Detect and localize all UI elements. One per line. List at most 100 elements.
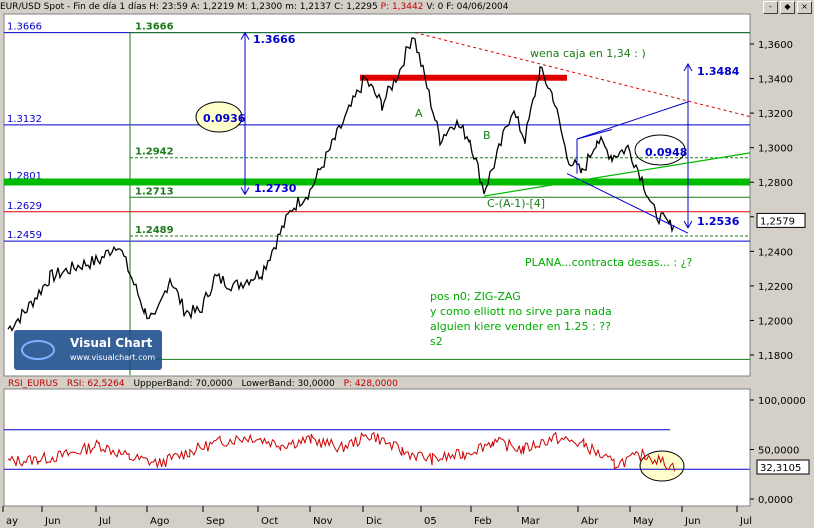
time-tick-label: Jul	[739, 516, 752, 527]
header-hour: H: 23:59	[149, 2, 188, 12]
time-axis: ay Jun Jul Ago Sep Oct Nov Dic 05 Feb Mar Abr May Jun…	[2, 506, 752, 527]
watermark-brand: Visual Chart	[70, 336, 153, 350]
price-tick-label: 1,3600	[758, 40, 793, 51]
time-tick-label: Dic	[366, 516, 382, 527]
price-tick-label: 1,3000	[758, 144, 793, 155]
chart-header: EUR/USD Spot - Fin de día 1 días H: 23:5…	[0, 2, 509, 12]
rsi-p: P: 428,0000	[344, 379, 399, 389]
rsi-tick-label: 100,0000	[758, 396, 806, 407]
header-low: m: 1,2137	[285, 2, 332, 12]
price-axis: 1,36001,34001,32001,30001,28001,26001,24…	[749, 14, 806, 376]
close-button[interactable]: ×	[797, 1, 812, 14]
header-open: A: 1,2219	[190, 2, 235, 12]
box-comment: wena caja en 1,34 : )	[530, 47, 646, 60]
time-tick-label: ay	[6, 516, 18, 527]
visualchart-logo-icon	[21, 340, 55, 360]
time-tick-label: Mar	[521, 516, 541, 527]
price-series	[7, 37, 675, 332]
annotations	[195, 31, 751, 482]
header-symbol: EUR/USD Spot	[0, 2, 65, 12]
header-close: C: 1,2295	[334, 2, 378, 12]
range-a-label: 0.0936	[203, 112, 246, 125]
time-tick-label: Ago	[150, 516, 169, 527]
plana-comment: PLANA...contracta desas... : ¿?	[525, 256, 692, 269]
rsi-ellipse	[639, 450, 685, 482]
time-tick-label: Sep	[206, 516, 225, 527]
price-tick-label: 1,2000	[758, 316, 793, 327]
rsi-value: RSI: 62,5264	[67, 379, 125, 389]
minimize-button[interactable]: -	[763, 1, 778, 14]
rsi-upper: UppperBand: 70,0000	[133, 379, 232, 389]
note-line-4: s2	[430, 335, 443, 348]
time-tick-label: Abr	[581, 516, 599, 527]
window-controls: - ◆ ×	[761, 0, 814, 15]
range-a-ellipse	[195, 101, 243, 133]
time-tick-label: Jun	[44, 516, 61, 527]
last-price-label: 1,2579	[760, 216, 795, 227]
note-line-1: pos n0; ZIG-ZAG	[430, 290, 521, 303]
rsi-layer: 100,0000 50,0000 0,0000 32,3105	[4, 389, 810, 506]
price-tick-label: 1,2800	[758, 178, 793, 189]
green-level-label: 1.2713	[135, 186, 174, 197]
rsi-line	[7, 431, 676, 472]
time-tick-label: 05	[424, 516, 437, 527]
blue-level-label: 1.2459	[7, 230, 42, 241]
wave-b-label: B	[483, 129, 491, 142]
note-line-2: y como elliott no sirve para nada	[430, 305, 612, 318]
restore-button[interactable]: ◆	[780, 1, 795, 14]
header-p: P: 1,3442	[380, 2, 424, 12]
green-level-label: 1.3666	[135, 22, 174, 33]
rsi-lower: LowerBand: 30,0000	[242, 379, 335, 389]
green-trend-line	[483, 152, 751, 197]
top-target-label: 1.3666	[253, 33, 296, 46]
price-tick-label: 1,3400	[758, 75, 793, 86]
time-tick-label: Nov	[313, 516, 333, 527]
range-a-arrow-head	[240, 187, 250, 196]
header-date: F: 04/06/2004	[446, 2, 509, 12]
watermark-url: www.visualchart.com	[70, 353, 155, 362]
wave-a-label: A	[415, 107, 423, 120]
lower-target-label: 1.2730	[254, 182, 297, 195]
range-b-arrow-head	[683, 220, 693, 229]
time-tick-label: Oct	[261, 516, 278, 527]
rsi-tick-label: 0,0000	[758, 495, 793, 506]
range-b-ellipse	[634, 134, 686, 166]
visualchart-watermark: Visual Chart www.visualchart.com	[14, 330, 162, 370]
bottom-target-label: 1.2536	[697, 215, 740, 228]
blue-level-label: 1.3666	[7, 22, 42, 33]
rsi-header: RSI_EURUS RSI: 62,5264 UppperBand: 70,00…	[8, 379, 398, 389]
range-a-arrow-head	[240, 31, 250, 40]
range-b-label: 0.0948	[645, 146, 687, 159]
price-tick-label: 1,1800	[758, 351, 793, 362]
blue-level-label: 1.3132	[7, 114, 42, 125]
channel-upper-line	[576, 101, 689, 140]
note-line-3: alguien kiere vender en 1.25 : ??	[430, 320, 611, 333]
channel-top-line	[576, 129, 613, 140]
time-tick-label: Feb	[474, 516, 492, 527]
price-line	[7, 37, 675, 332]
time-tick-label: Jul	[98, 516, 111, 527]
level-lines: 1.3666 1.3132 1.2801 1.2629 1.2459 1.3666 1.29…	[4, 22, 750, 375]
header-high: M: 1,2300	[237, 2, 283, 12]
channel-lower-line	[566, 173, 689, 234]
price-tick-label: 1,3200	[758, 109, 793, 120]
green-level-label: 1.2489	[135, 225, 174, 236]
range-b-arrow-head	[683, 63, 693, 72]
header-description: Fin de día 1 días	[73, 2, 147, 12]
rsi-label: RSI_EURUS	[8, 379, 58, 389]
header-v: V: 0	[426, 2, 444, 12]
wave-c-label: C-(A-1)-[4]	[487, 197, 545, 210]
last-price-box	[756, 212, 806, 228]
right-target-label: 1.3484	[697, 65, 740, 78]
price-panel	[3, 13, 751, 377]
rsi-panel	[3, 388, 751, 507]
time-tick-label: Jun	[684, 516, 701, 527]
rsi-last-box	[756, 459, 810, 475]
blue-level-label: 1.2801	[7, 171, 42, 182]
blue-level-label: 1.2629	[7, 201, 42, 212]
price-tick-label: 1,2400	[758, 247, 793, 258]
rsi-last-label: 32,3105	[760, 463, 801, 474]
rsi-tick-label: 50,0000	[758, 446, 799, 457]
time-tick-label: May	[633, 516, 654, 527]
